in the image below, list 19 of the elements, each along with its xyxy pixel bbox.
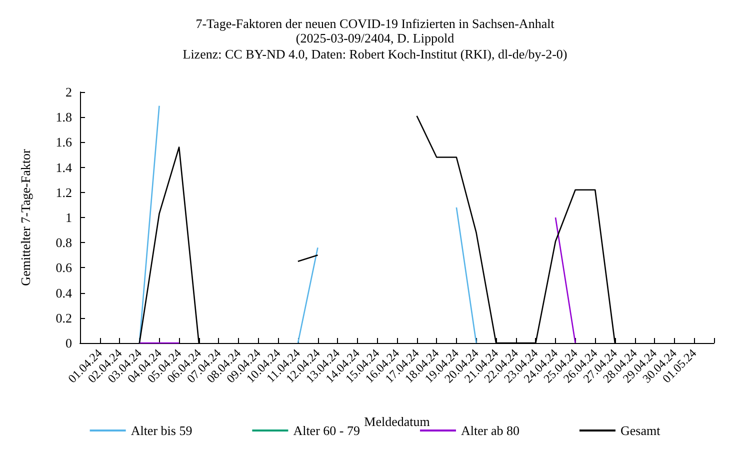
y-tick-label: 2 [66, 84, 72, 100]
y-tick-label: 0.8 [56, 235, 72, 250]
x-axis-title: Meldedatum [364, 414, 430, 429]
y-tick-label: 0.2 [56, 310, 72, 326]
y-axis-title: Gemittelter 7-Tage-Faktor [18, 148, 33, 286]
chart-subtitle: (2025-03-09/2404, D. Lippold Lizenz: CC BY-ND 4.0, Daten: Robert Koch-Institut (RKI), dl-de/by-2-0) [182, 30, 568, 62]
y-tick-label: 1 [66, 210, 72, 225]
legend-label: Gesamt [620, 423, 661, 438]
y-tick-label: 1.2 [56, 184, 72, 200]
y-tick-label: 1.8 [56, 110, 72, 125]
y-tick-label: 0.6 [56, 260, 72, 276]
chart-title: 7-Tage-Faktoren der neuen COVID-19 Infizierten in Sachsen-Anhalt [196, 16, 555, 31]
y-tick-label: 0 [66, 336, 72, 350]
legend-label: Alter 60 - 79 [293, 423, 360, 438]
y-tick-label: 1.4 [56, 160, 72, 175]
y-tick-label: 1.6 [56, 134, 72, 150]
y-tick-label: 0.4 [56, 285, 72, 300]
legend-label: Alter bis 59 [130, 423, 192, 438]
legend-label: Alter ab 80 [460, 423, 520, 438]
